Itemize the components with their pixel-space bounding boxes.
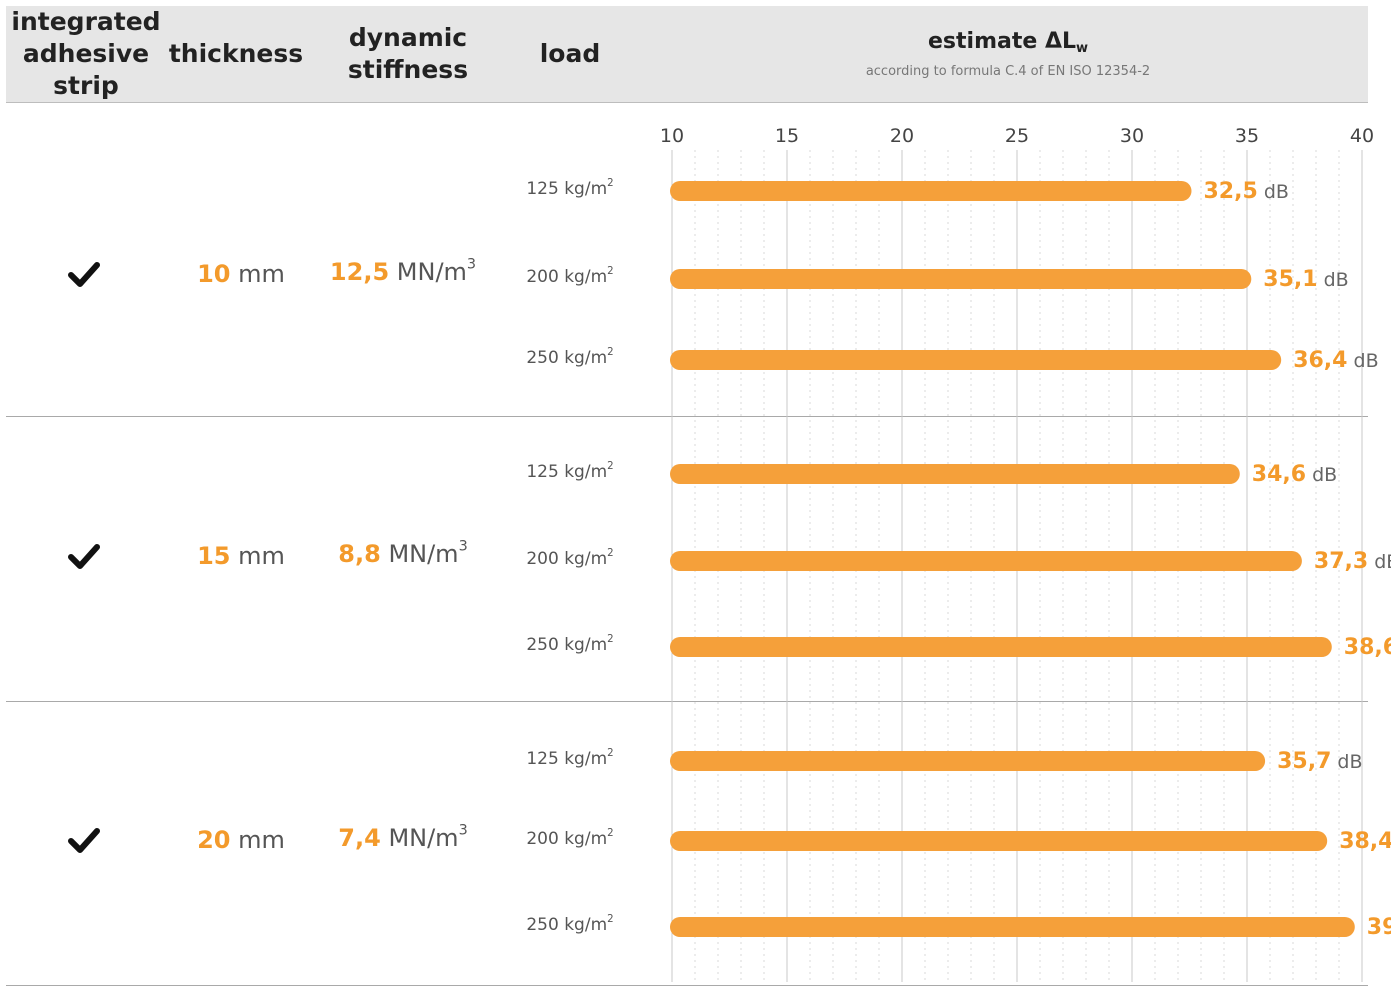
x-tick-label: 40 [1350, 125, 1374, 147]
stiffness-value: 8,8 MN/m3 [310, 537, 496, 568]
load-label: 200 kg/m2 [500, 827, 640, 849]
x-tick-label: 20 [890, 125, 914, 147]
load-value: 250 kg/m [526, 915, 608, 935]
bar-value: 38,6 [1344, 635, 1391, 660]
stiffness-unit-exponent: 3 [466, 256, 477, 273]
x-tick-label: 35 [1235, 125, 1259, 147]
thickness-unit: mm [238, 826, 285, 854]
load-value: 125 kg/m [526, 179, 608, 199]
load-label: 125 kg/m2 [500, 460, 640, 482]
thickness-unit: mm [238, 541, 285, 570]
stiffness-number: 7,4 [338, 824, 381, 852]
bar-unit: dB [1318, 269, 1349, 291]
stiffness-unit: MN/m [388, 824, 459, 852]
load-value: 200 kg/m [526, 549, 608, 569]
thickness-unit: mm [238, 260, 285, 288]
load-value: 250 kg/m [526, 348, 608, 368]
load-label: 200 kg/m2 [500, 547, 640, 569]
load-value: 200 kg/m [526, 267, 608, 287]
check-icon [68, 826, 100, 854]
bar-value: 35,1 [1263, 267, 1317, 292]
bar-unit: dB [1258, 181, 1289, 203]
load-unit-exponent: 2 [607, 827, 614, 839]
thickness-number: 15 [197, 541, 231, 570]
bar-data-label: 38,4 dB [1339, 829, 1391, 854]
bar-data-label: 39,6 dB [1367, 915, 1391, 940]
thickness-number: 20 [197, 826, 231, 854]
table-header: integrated adhesive strip thickness dyna… [6, 6, 1368, 103]
bar-data-label: 36,4 dB [1293, 348, 1378, 373]
bar-data-label: 34,6 dB [1252, 462, 1337, 487]
bar-value: 38,4 [1339, 829, 1391, 854]
load-unit-exponent: 2 [607, 346, 614, 358]
bar-data-label: 32,5 dB [1204, 179, 1289, 204]
group-separator [6, 416, 1368, 417]
thickness-value: 10 mm [180, 260, 302, 288]
load-label: 250 kg/m2 [500, 913, 640, 935]
stiffness-number: 12,5 [329, 258, 390, 286]
bar-data-label: 35,1 dB [1263, 267, 1348, 292]
load-value: 250 kg/m [526, 635, 608, 655]
bar-unit: dB [1347, 350, 1378, 372]
header-thickness: thickness [168, 39, 304, 68]
load-label: 250 kg/m2 [500, 346, 640, 368]
load-label: 125 kg/m2 [500, 747, 640, 769]
bar-unit: dB [1368, 551, 1391, 573]
bar-unit: dB [1331, 751, 1362, 773]
header-estimate-note: according to formula C.4 of EN ISO 12354… [865, 63, 1151, 79]
load-label: 125 kg/m2 [500, 177, 640, 199]
stiffness-number: 8,8 [338, 539, 381, 568]
thickness-value: 15 mm [180, 542, 302, 570]
load-unit-exponent: 2 [607, 633, 614, 645]
header-adhesive-strip: integrated adhesive strip [11, 7, 161, 100]
group-separator [6, 701, 1368, 702]
thickness-number: 10 [197, 260, 231, 288]
stiffness-value: 12,5 MN/m3 [310, 256, 496, 286]
load-unit-exponent: 2 [607, 913, 614, 925]
bar-value: 37,3 [1314, 549, 1368, 574]
bar-value: 35,7 [1277, 749, 1331, 774]
stiffness-unit: MN/m [396, 258, 467, 286]
load-value: 125 kg/m [526, 462, 608, 482]
bar-data-label: 38,6 dB [1344, 635, 1391, 660]
header-load: load [539, 39, 601, 68]
estimate-title-subscript: w [1075, 40, 1088, 56]
load-unit-exponent: 2 [607, 547, 614, 559]
bar-value: 36,4 [1293, 348, 1347, 373]
stiffness-unit-exponent: 3 [458, 537, 468, 554]
check-icon [68, 260, 100, 288]
x-tick-label: 25 [1005, 125, 1029, 147]
header-estimate-title: estimate ΔLw [928, 28, 1088, 63]
load-label: 200 kg/m2 [500, 265, 640, 287]
load-unit-exponent: 2 [607, 747, 614, 759]
stiffness-value: 7,4 MN/m3 [310, 822, 496, 852]
bar-value: 32,5 [1204, 179, 1258, 204]
load-value: 200 kg/m [526, 829, 608, 849]
stiffness-unit-exponent: 3 [458, 822, 468, 839]
bar-value: 39,6 [1367, 915, 1391, 940]
load-label: 250 kg/m2 [500, 633, 640, 655]
load-unit-exponent: 2 [607, 460, 614, 472]
stiffness-unit: MN/m [388, 539, 459, 568]
load-value: 125 kg/m [526, 749, 608, 769]
check-icon [68, 542, 100, 570]
load-unit-exponent: 2 [607, 265, 614, 277]
thickness-value: 20 mm [180, 826, 302, 854]
header-estimate: estimate ΔLw according to formula C.4 of… [678, 6, 1338, 102]
x-tick-label: 30 [1120, 125, 1144, 147]
estimate-title-text: estimate ΔL [928, 28, 1076, 54]
bar-data-label: 37,3 dB [1314, 549, 1391, 574]
bar-data-label: 35,7 dB [1277, 749, 1362, 774]
x-tick-label: 10 [660, 125, 684, 147]
load-unit-exponent: 2 [607, 177, 614, 189]
x-tick-label: 15 [775, 125, 799, 147]
bar-value: 34,6 [1252, 462, 1306, 487]
header-dynamic-stiffness: dynamic stiffness [347, 23, 469, 84]
bar-unit: dB [1306, 464, 1337, 486]
